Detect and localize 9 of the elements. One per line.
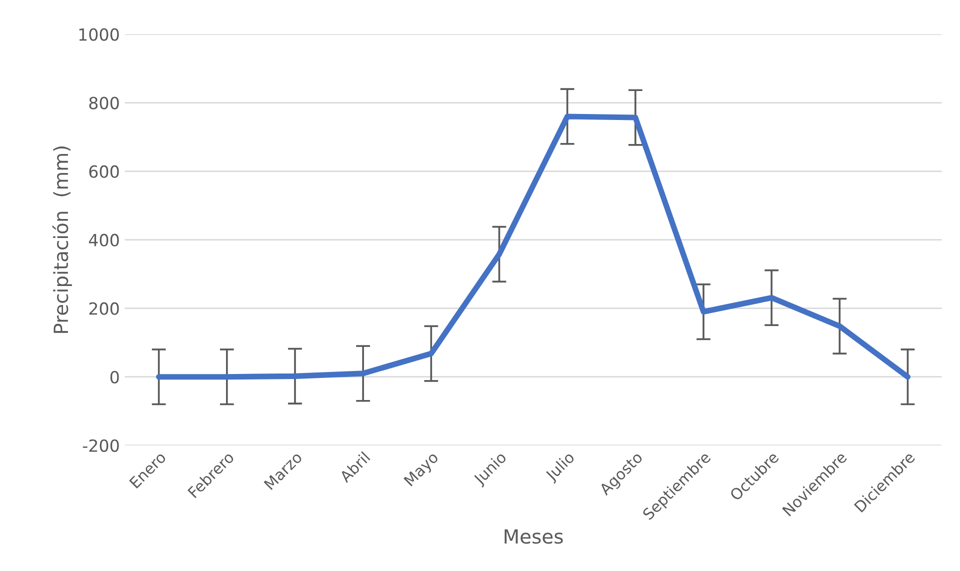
y-tick-label: 400 (88, 234, 119, 246)
y-tick-label: 600 (89, 165, 119, 178)
y-tick-label: -200 (82, 439, 119, 452)
x-axis-title: Meses (504, 529, 563, 544)
y-tick-label: 800 (89, 96, 119, 110)
y-axis-title: Precipitación (mm) (52, 146, 72, 333)
y-tick-label: 200 (89, 302, 119, 315)
y-tick-label: 1000 (79, 28, 119, 41)
y-tick-label: 0 (110, 370, 119, 384)
